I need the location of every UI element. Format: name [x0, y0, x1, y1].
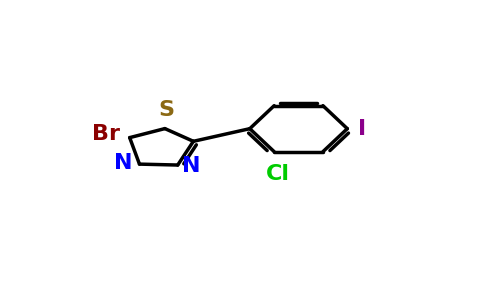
- Text: I: I: [358, 119, 366, 139]
- Text: Br: Br: [92, 124, 121, 144]
- Text: Cl: Cl: [266, 164, 290, 184]
- Text: N: N: [114, 153, 133, 173]
- Text: N: N: [182, 156, 201, 176]
- Text: S: S: [159, 100, 175, 120]
